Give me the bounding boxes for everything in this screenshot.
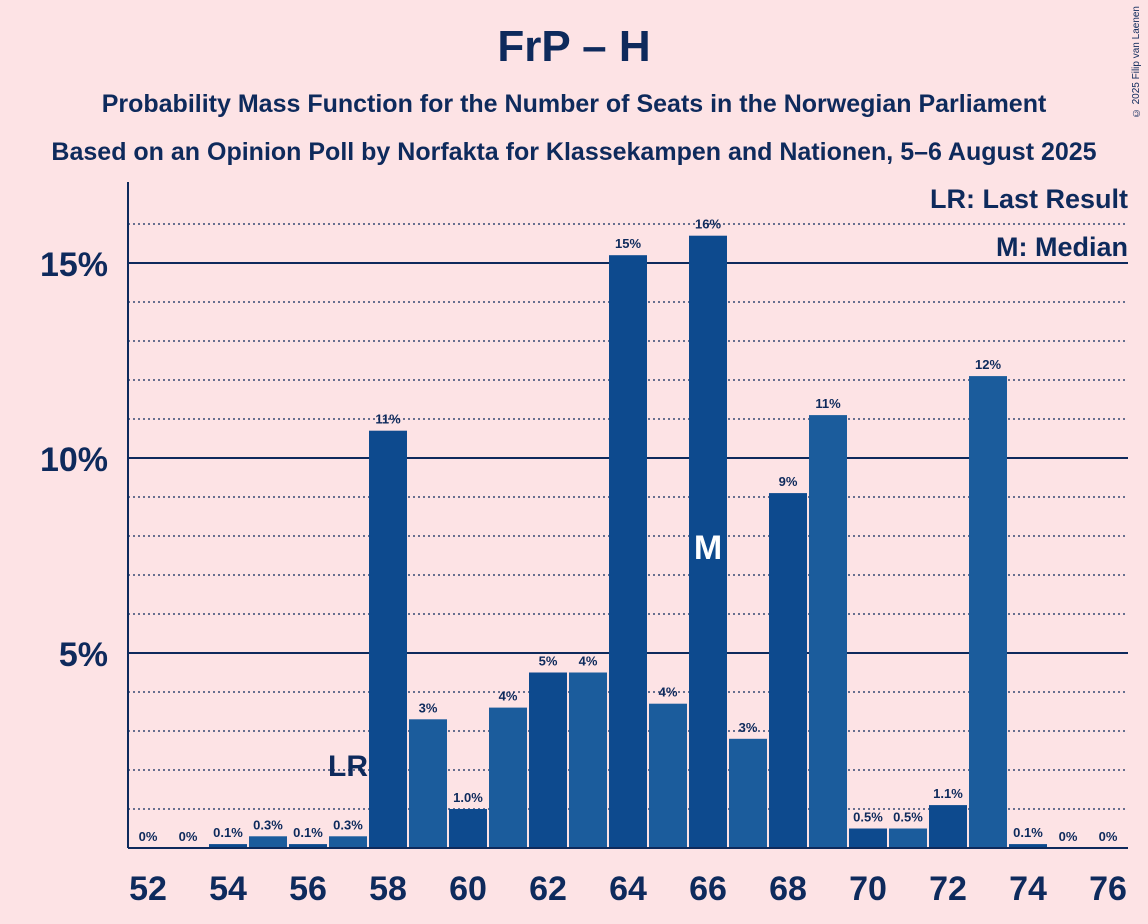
data-label: 4% — [579, 654, 598, 669]
x-tick-label: 72 — [929, 870, 967, 908]
data-label: 5% — [539, 654, 558, 669]
data-label: 0.1% — [293, 825, 323, 840]
data-label: 0.3% — [253, 817, 283, 832]
y-tick-label: 5% — [59, 636, 108, 674]
bar — [609, 255, 647, 848]
bar — [569, 672, 607, 848]
data-label: 0.5% — [893, 810, 923, 825]
bar — [649, 703, 687, 848]
x-tick-label: 60 — [449, 870, 487, 908]
data-label: 11% — [815, 396, 841, 411]
legend-median: M: Median — [996, 232, 1128, 262]
chart-subtitle-source: Based on an Opinion Poll by Norfakta for… — [51, 138, 1097, 166]
legend-last-result: LR: Last Result — [929, 184, 1128, 214]
y-tick-label: 15% — [40, 246, 108, 284]
last-result-marker: LR — [328, 750, 368, 783]
data-label: 11% — [375, 412, 401, 427]
bar — [409, 719, 447, 848]
bar — [249, 836, 287, 848]
x-tick-label: 56 — [289, 870, 327, 908]
data-label: 12% — [975, 357, 1001, 372]
data-label: 3% — [419, 700, 438, 715]
bar — [929, 805, 967, 848]
x-tick-label: 58 — [369, 870, 407, 908]
bar — [209, 844, 247, 848]
data-label: 0% — [1099, 829, 1118, 844]
data-label: 0% — [139, 829, 158, 844]
data-label: 0% — [179, 829, 198, 844]
data-label: 1.0% — [453, 790, 483, 805]
bar — [449, 809, 487, 848]
bar — [969, 376, 1007, 848]
data-label: 0.5% — [853, 810, 883, 825]
median-marker: M — [694, 529, 722, 567]
bar — [369, 430, 407, 848]
x-tick-label: 64 — [609, 870, 647, 908]
bar — [809, 415, 847, 848]
x-tick-label: 70 — [849, 870, 887, 908]
data-label: 0% — [1059, 829, 1078, 844]
x-tick-label: 54 — [209, 870, 247, 908]
data-label: 0.3% — [333, 817, 363, 832]
bar — [769, 493, 807, 848]
x-tick-label: 66 — [689, 870, 727, 908]
data-label: 1.1% — [933, 786, 963, 801]
data-label: 3% — [739, 720, 758, 735]
y-tick-label: 10% — [40, 441, 108, 479]
x-tick-label: 74 — [1009, 870, 1047, 908]
bar — [289, 844, 327, 848]
data-label: 15% — [615, 236, 641, 251]
bar — [729, 738, 767, 848]
data-label: 4% — [659, 685, 678, 700]
x-tick-label: 62 — [529, 870, 567, 908]
bar — [489, 707, 527, 848]
bar — [849, 828, 887, 848]
chart-title: FrP – H — [497, 22, 651, 71]
data-label: 0.1% — [1013, 825, 1043, 840]
data-label: 9% — [779, 474, 798, 489]
bar — [329, 836, 367, 848]
bar — [889, 828, 927, 848]
chart-subtitle: Probability Mass Function for the Number… — [101, 90, 1047, 118]
data-label: 0.1% — [213, 825, 243, 840]
x-tick-label: 52 — [129, 870, 167, 908]
bar — [689, 235, 727, 848]
bar — [529, 672, 567, 848]
data-label: 16% — [695, 217, 721, 232]
x-tick-label: 68 — [769, 870, 807, 908]
bar — [1009, 844, 1047, 848]
data-label: 4% — [499, 689, 518, 704]
x-tick-label: 76 — [1089, 870, 1127, 908]
